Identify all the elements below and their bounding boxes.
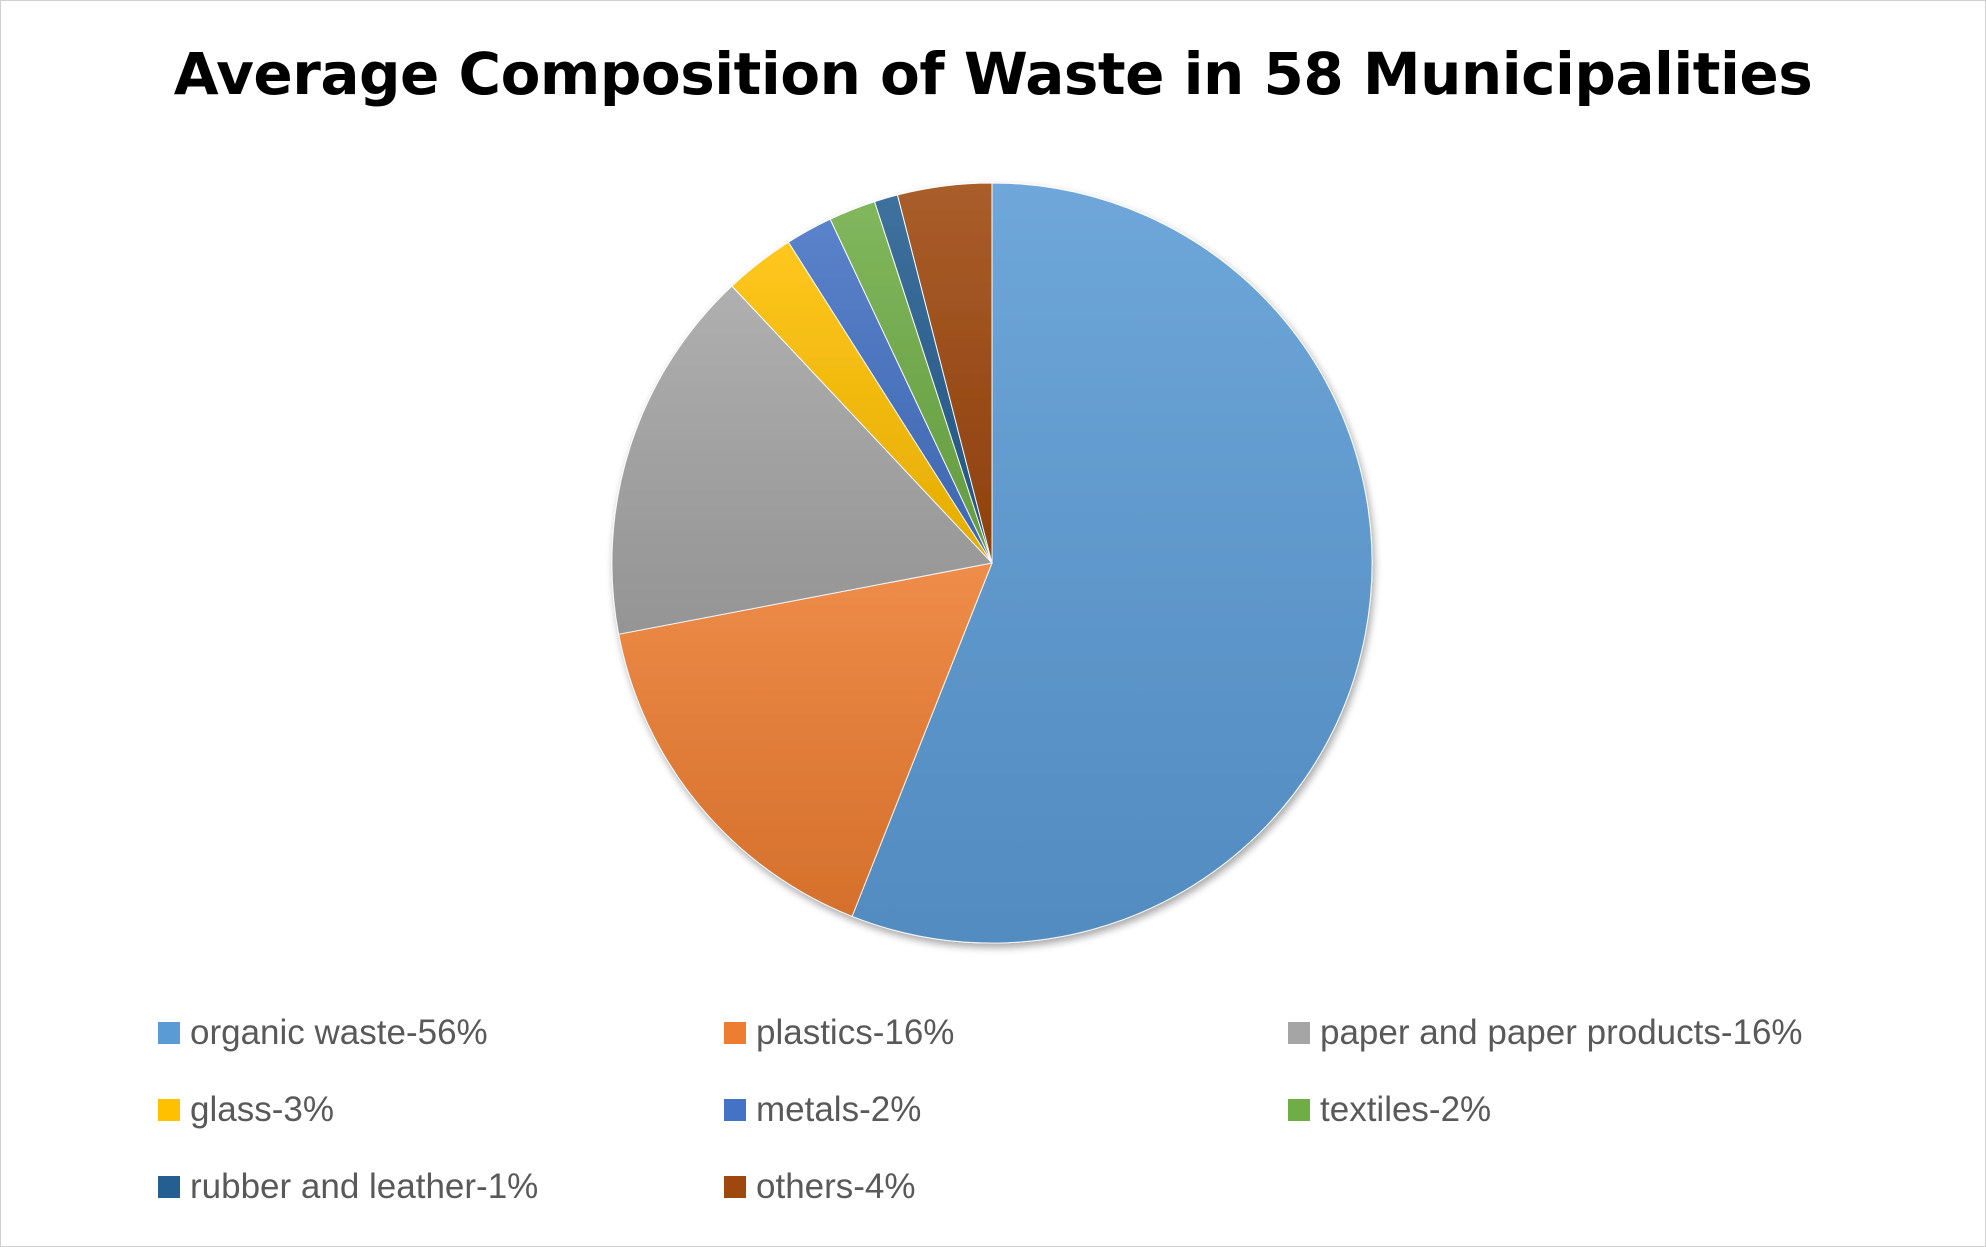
legend-swatch <box>158 1176 180 1198</box>
pie-slice-shading <box>874 194 992 563</box>
legend-label: organic waste-56% <box>190 1013 488 1052</box>
legend-item-organic-waste: organic waste-56% <box>158 1008 488 1058</box>
chart-title: Average Composition of Waste in 58 Munic… <box>173 40 1813 108</box>
legend-swatch <box>1288 1022 1310 1044</box>
legend-label: paper and paper products-16% <box>1320 1013 1803 1052</box>
pie-slice-shading <box>852 183 1372 943</box>
legend-swatch <box>158 1022 180 1044</box>
legend-item-glass: glass-3% <box>158 1085 334 1135</box>
pie-slice-shading <box>897 183 992 563</box>
legend-swatch <box>1288 1099 1310 1121</box>
legend-item-metals: metals-2% <box>724 1085 921 1135</box>
legend-swatch <box>158 1099 180 1121</box>
pie-slices <box>611 182 1373 944</box>
legend-swatch <box>724 1022 746 1044</box>
legend-item-others: others-4% <box>724 1162 916 1212</box>
pie-slice-shading <box>788 219 992 564</box>
legend-label: others-4% <box>756 1167 916 1206</box>
legend-item-paper-and-paper-products: paper and paper products-16% <box>1288 1008 1803 1058</box>
legend-label: plastics-16% <box>756 1013 955 1052</box>
legend-swatch <box>724 1176 746 1198</box>
legend-label: glass-3% <box>190 1090 334 1129</box>
pie-slice-shading <box>731 242 992 563</box>
legend-label: metals-2% <box>756 1090 922 1129</box>
legend-label: rubber and leather-1% <box>190 1167 539 1206</box>
pie-slice-shading <box>830 201 992 563</box>
legend-label: textiles-2% <box>1320 1090 1492 1129</box>
pie-slice-shading <box>618 563 992 917</box>
pie-slice-shading <box>611 285 992 635</box>
legend-swatch <box>724 1099 746 1121</box>
legend-item-rubber-and-leather: rubber and leather-1% <box>158 1162 538 1212</box>
legend-item-plastics: plastics-16% <box>724 1008 954 1058</box>
legend-item-textiles: textiles-2% <box>1288 1085 1491 1135</box>
